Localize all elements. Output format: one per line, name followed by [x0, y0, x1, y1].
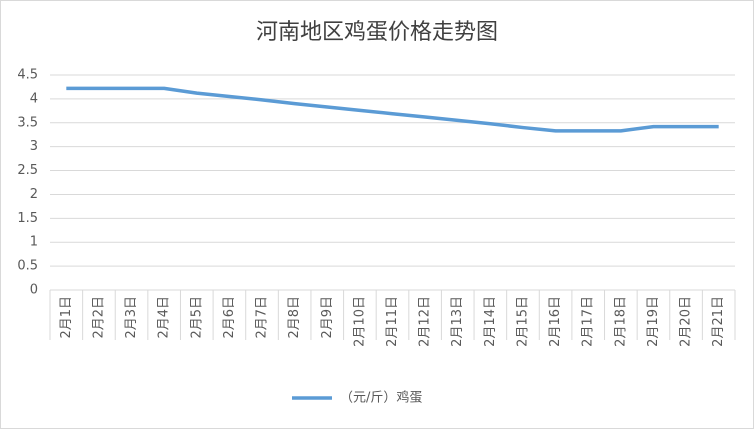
- x-tick-label: 2月5日: [189, 296, 204, 339]
- x-tick-label: 2月16日: [548, 296, 563, 347]
- y-tick-label: 4: [30, 91, 38, 106]
- y-tick-label: 2: [30, 187, 38, 202]
- line-series: [66, 86, 719, 133]
- y-tick-label: 1.5: [17, 211, 38, 226]
- x-tick-label: 2月8日: [287, 296, 302, 339]
- x-tick-label: 2月2日: [91, 296, 106, 339]
- y-tick-label: 1: [30, 235, 38, 250]
- x-tick-label: 2月20日: [679, 296, 694, 347]
- x-tick-label: 2月6日: [222, 296, 237, 339]
- x-tick-label: 2月17日: [581, 296, 596, 347]
- x-tick-label: 2月19日: [646, 296, 661, 347]
- x-tick-label: 2月14日: [483, 296, 498, 347]
- x-tick-label: 2月13日: [450, 296, 465, 347]
- x-tick-label: 2月18日: [613, 296, 628, 347]
- x-tick-label: 2月1日: [59, 296, 74, 339]
- y-tick-label: 2.5: [17, 163, 38, 178]
- x-tick-label: 2月21日: [711, 296, 726, 347]
- x-tick-label: 2月4日: [157, 296, 172, 339]
- y-tick-label: 3: [30, 139, 38, 154]
- x-tick-label: 2月15日: [515, 296, 530, 347]
- x-tick-label: 2月9日: [320, 296, 335, 339]
- y-tick-label: 4.5: [17, 68, 38, 83]
- x-tick-label: 2月7日: [255, 296, 270, 339]
- legend-label: （元/斤）鸡蛋: [340, 390, 422, 406]
- x-tick-label: 2月12日: [418, 296, 433, 347]
- x-tick-label: 2月11日: [385, 296, 400, 347]
- y-tick-label: 3.5: [17, 115, 38, 130]
- y-tick-label: 0.5: [17, 259, 38, 274]
- chart-title: 河南地区鸡蛋价格走势图: [256, 20, 498, 45]
- y-tick-label: 0: [30, 283, 38, 298]
- x-tick-label: 2月3日: [124, 296, 139, 339]
- x-tick-label: 2月10日: [352, 296, 367, 347]
